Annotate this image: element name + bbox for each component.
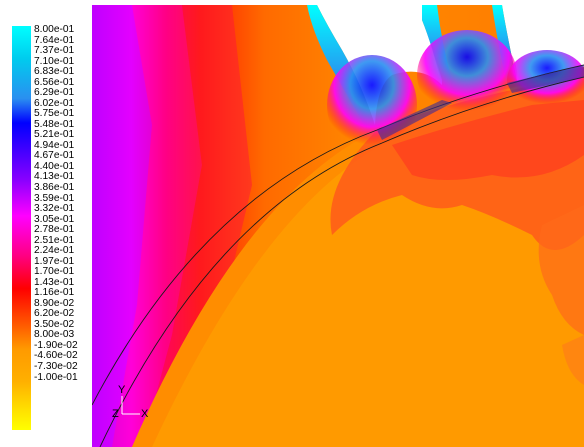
colorbar-tick-label: 6.83e-01: [34, 66, 75, 78]
axis-triad-lines: [121, 396, 140, 415]
colorbar-tick-label: 6.02e-01: [34, 97, 75, 109]
colorbar-tick-label: -4.60e-02: [34, 350, 78, 362]
colorbar-tick-label: 3.50e-02: [34, 318, 75, 330]
contour-plot: [92, 5, 584, 447]
colorbar-tick-label: 1.70e-01: [34, 266, 75, 278]
colorbar-tick-label: 3.32e-01: [34, 203, 75, 215]
colorbar-tick-label: 3.05e-01: [34, 213, 75, 225]
colorbar-tick-label: 7.64e-01: [34, 34, 75, 46]
colorbar-tick-label: 2.24e-01: [34, 245, 75, 257]
colorbar-tick-label: -1.00e-01: [34, 371, 78, 383]
colorbar-tick-label: 4.67e-01: [34, 150, 75, 162]
colorbar-tick-label: 7.10e-01: [34, 55, 75, 67]
colorbar-tick-label: 2.51e-01: [34, 234, 75, 246]
colorbar-tick-label: 7.37e-01: [34, 45, 75, 57]
colorbar-tick-label: 2.78e-01: [34, 224, 75, 236]
colorbar-tick-label: 5.75e-01: [34, 108, 75, 120]
colorbar-tick-label: 5.48e-01: [34, 118, 75, 130]
colorbar-tick-label: 3.59e-01: [34, 192, 75, 204]
contour-field: [92, 5, 584, 447]
colorbar-labels: 8.00e-01 7.64e-01 7.37e-01 7.10e-01 6.83e-01…: [34, 24, 94, 383]
colorbar-tick-label: 8.90e-02: [34, 297, 75, 309]
colorbar-tick-label: 8.00e-03: [34, 329, 75, 341]
colorbar-tick-label: -7.30e-02: [34, 361, 78, 372]
axis-y-label: Y: [118, 384, 126, 396]
colorbar-tick-label: 4.40e-01: [34, 160, 75, 172]
colorbar-tick-label: 3.86e-01: [34, 181, 75, 193]
colorbar-tick-label: 4.13e-01: [34, 171, 75, 183]
colorbar-tick-label: 1.97e-01: [34, 255, 75, 267]
colorbar-tick-label: 5.21e-01: [34, 129, 75, 141]
colorbar-tick-label: 1.43e-01: [34, 276, 75, 288]
colorbar-tick-label: 6.56e-01: [34, 76, 75, 88]
colorbar-gradient: [12, 26, 31, 430]
colorbar-tick-label: 6.20e-02: [34, 308, 75, 320]
colorbar-tick-label: -1.90e-02: [34, 339, 78, 351]
colorbar-tick-label: 4.94e-01: [34, 139, 75, 151]
axis-z-label: Z: [112, 408, 119, 420]
colorbar-tick-label: 8.00e-01: [34, 24, 75, 35]
axis-x-label: X: [141, 408, 149, 420]
axis-triad: Y Z X: [112, 384, 152, 424]
colorbar-tick-label: 6.29e-01: [34, 87, 75, 99]
colorbar-tick-label: 1.16e-01: [34, 287, 75, 299]
